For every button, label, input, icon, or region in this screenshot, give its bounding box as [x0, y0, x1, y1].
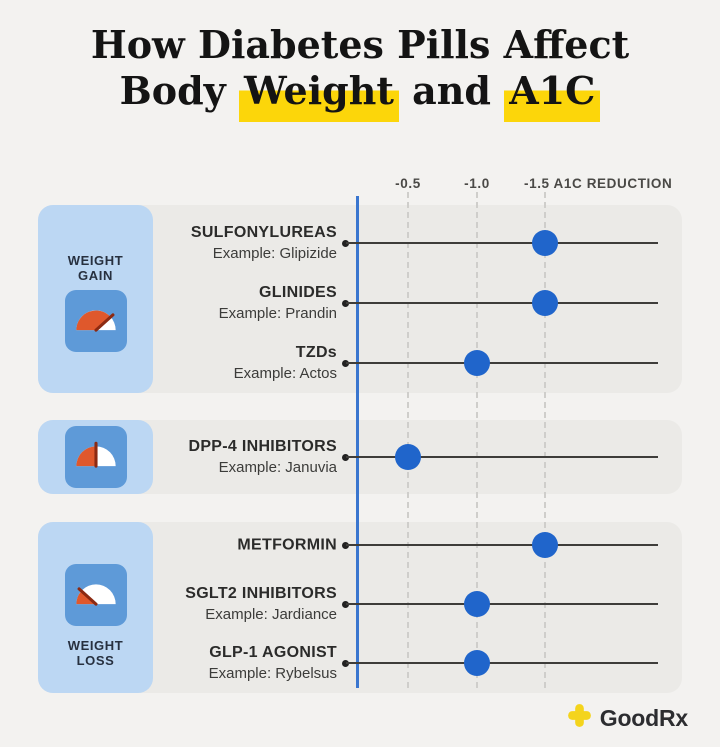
- weight-loss-label: WEIGHT LOSS: [67, 638, 124, 668]
- connector-dot: [342, 239, 349, 247]
- title-word-and: and: [412, 68, 491, 113]
- goodrx-logo: GoodRx: [566, 703, 688, 733]
- gridline-0.5: [407, 192, 409, 688]
- data-point-metformin: [532, 532, 558, 558]
- axis-zero-line: [356, 196, 359, 688]
- drug-label: SULFONYLUREAS Example: Glipizide: [190, 224, 337, 262]
- drug-label: TZDs Example: Actos: [233, 344, 337, 382]
- row-line: [346, 455, 658, 459]
- axis-tick-1.0: -1.0: [464, 176, 490, 191]
- gridline-1.0: [476, 192, 478, 688]
- drug-label: GLINIDES Example: Prandin: [218, 284, 337, 322]
- drug-label: GLP-1 AGONIST Example: Rybelsus: [208, 644, 337, 682]
- axis-tick-1.5: -1.5: [524, 176, 550, 191]
- connector-dot: [342, 600, 349, 608]
- goodrx-wordmark: GoodRx: [599, 704, 688, 731]
- data-point-sulfonylureas: [532, 230, 558, 256]
- data-point-tzds: [464, 350, 490, 376]
- title-line1: How Diabetes Pills Affect: [90, 22, 630, 67]
- title-highlight-weight: Weight: [238, 68, 399, 122]
- data-point-sglt2: [464, 591, 490, 617]
- row-line: [346, 241, 658, 245]
- connector-dot: [342, 453, 349, 461]
- page-title: How Diabetes Pills Affect Body Weight an…: [0, 22, 720, 122]
- row-line: [346, 543, 658, 547]
- data-point-dpp4: [395, 444, 421, 470]
- row-line: [346, 602, 658, 606]
- connector-dot: [342, 359, 349, 367]
- title-word-body: Body: [119, 68, 226, 113]
- goodrx-plus-icon: [566, 702, 593, 734]
- gauge-neutral-icon: [65, 426, 127, 488]
- row-line: [346, 361, 658, 365]
- drug-label: METFORMIN: [237, 536, 337, 554]
- panel-weight-gain: WEIGHT GAIN: [38, 205, 153, 393]
- title-line2: Body Weight and A1C: [0, 68, 720, 122]
- panel-weight-neutral: [38, 420, 153, 494]
- data-point-glp1: [464, 650, 490, 676]
- row-line: [346, 301, 658, 305]
- connector-dot: [342, 659, 349, 667]
- gauge-loss-icon: [65, 564, 127, 626]
- axis-title: A1C REDUCTION: [553, 176, 673, 191]
- panel-weight-loss: WEIGHT LOSS: [38, 522, 153, 693]
- axis-tick-0.5: -0.5: [395, 176, 421, 191]
- connector-dot: [342, 299, 349, 307]
- data-point-glinides: [532, 290, 558, 316]
- drug-label: DPP-4 INHIBITORS Example: Januvia: [188, 438, 337, 476]
- title-highlight-a1c: A1C: [504, 68, 601, 122]
- gridline-1.5: [544, 192, 546, 688]
- gauge-gain-icon: [65, 290, 127, 352]
- connector-dot: [342, 541, 349, 549]
- weight-gain-label: WEIGHT GAIN: [67, 253, 124, 283]
- axis-tick-1.5-and-title: -1.5 A1C REDUCTION: [524, 176, 672, 191]
- drug-label: SGLT2 INHIBITORS Example: Jardiance: [185, 585, 337, 623]
- row-line: [346, 661, 658, 665]
